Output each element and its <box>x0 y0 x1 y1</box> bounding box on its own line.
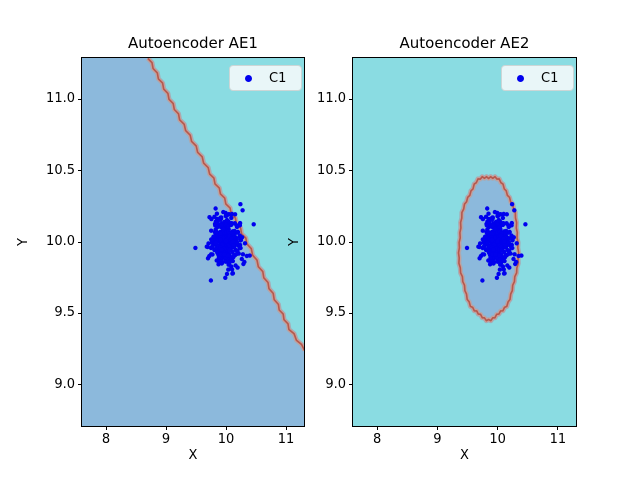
x-tick-label: 9 <box>433 432 442 447</box>
x-tick-label: 9 <box>161 432 171 447</box>
x-axis-label: X <box>188 448 198 463</box>
plot-title: Autoencoder AE2 <box>399 34 530 52</box>
y-tick-mark <box>78 98 82 100</box>
y-tick-mark <box>78 241 82 243</box>
legend-label: C1 <box>541 70 559 86</box>
y-tick-mark <box>349 312 353 314</box>
legend-marker-icon <box>517 74 524 82</box>
legend-marker-icon <box>245 74 252 82</box>
x-tick-label: 11 <box>549 432 567 447</box>
subplot-ae2: Autoencoder AE2 Y X C1 8 9 10 11 9.0 9.5 10.0 1… <box>287 34 577 463</box>
y-tick-label: 10.5 <box>317 162 346 178</box>
legend: C1 <box>229 65 302 91</box>
legend: C1 <box>501 65 574 91</box>
y-tick-mark <box>78 384 82 386</box>
x-tick-mark <box>225 426 227 430</box>
y-tick-mark <box>349 170 353 172</box>
x-tick-mark <box>497 426 499 430</box>
y-tick-label: 10.0 <box>317 233 346 249</box>
legend-label: C1 <box>269 70 287 86</box>
scatter-cluster-C1 <box>464 202 528 283</box>
x-tick-label: 10 <box>489 432 506 447</box>
y-tick-label: 11.0 <box>317 91 346 107</box>
scatter-cluster-C1 <box>193 202 256 283</box>
y-axis-label: Y <box>287 238 302 246</box>
x-axis-label: X <box>460 448 469 463</box>
y-tick-mark <box>78 170 82 172</box>
plot-area-ae1 <box>82 58 304 426</box>
y-axis-label: Y <box>16 238 31 246</box>
x-tick-mark <box>436 426 438 430</box>
y-tick-label: 9.5 <box>325 305 346 321</box>
subplot-ae1: Autoencoder AE1 Y X C1 8 9 10 11 9.0 9.5 10.0 1… <box>16 34 305 463</box>
y-tick-label: 9.0 <box>54 376 75 392</box>
plot-area-ae2 <box>353 58 576 426</box>
x-tick-mark <box>376 426 378 430</box>
y-tick-label: 11.0 <box>46 91 75 107</box>
x-tick-mark <box>285 426 287 430</box>
x-tick-label: 11 <box>277 432 295 447</box>
y-tick-label: 10.0 <box>46 233 75 249</box>
x-tick-label: 8 <box>101 432 111 447</box>
x-tick-label: 10 <box>217 432 235 447</box>
y-tick-label: 9.0 <box>325 376 346 392</box>
y-tick-mark <box>78 312 82 314</box>
x-tick-label: 8 <box>372 432 382 447</box>
x-tick-mark <box>557 426 559 430</box>
y-tick-label: 10.5 <box>46 162 75 178</box>
plot-title: Autoencoder AE1 <box>128 34 258 52</box>
y-tick-mark <box>349 98 353 100</box>
x-tick-mark <box>105 426 107 430</box>
y-tick-mark <box>349 384 353 386</box>
y-tick-label: 9.5 <box>54 305 75 321</box>
y-tick-mark <box>349 241 353 243</box>
x-tick-mark <box>165 426 167 430</box>
